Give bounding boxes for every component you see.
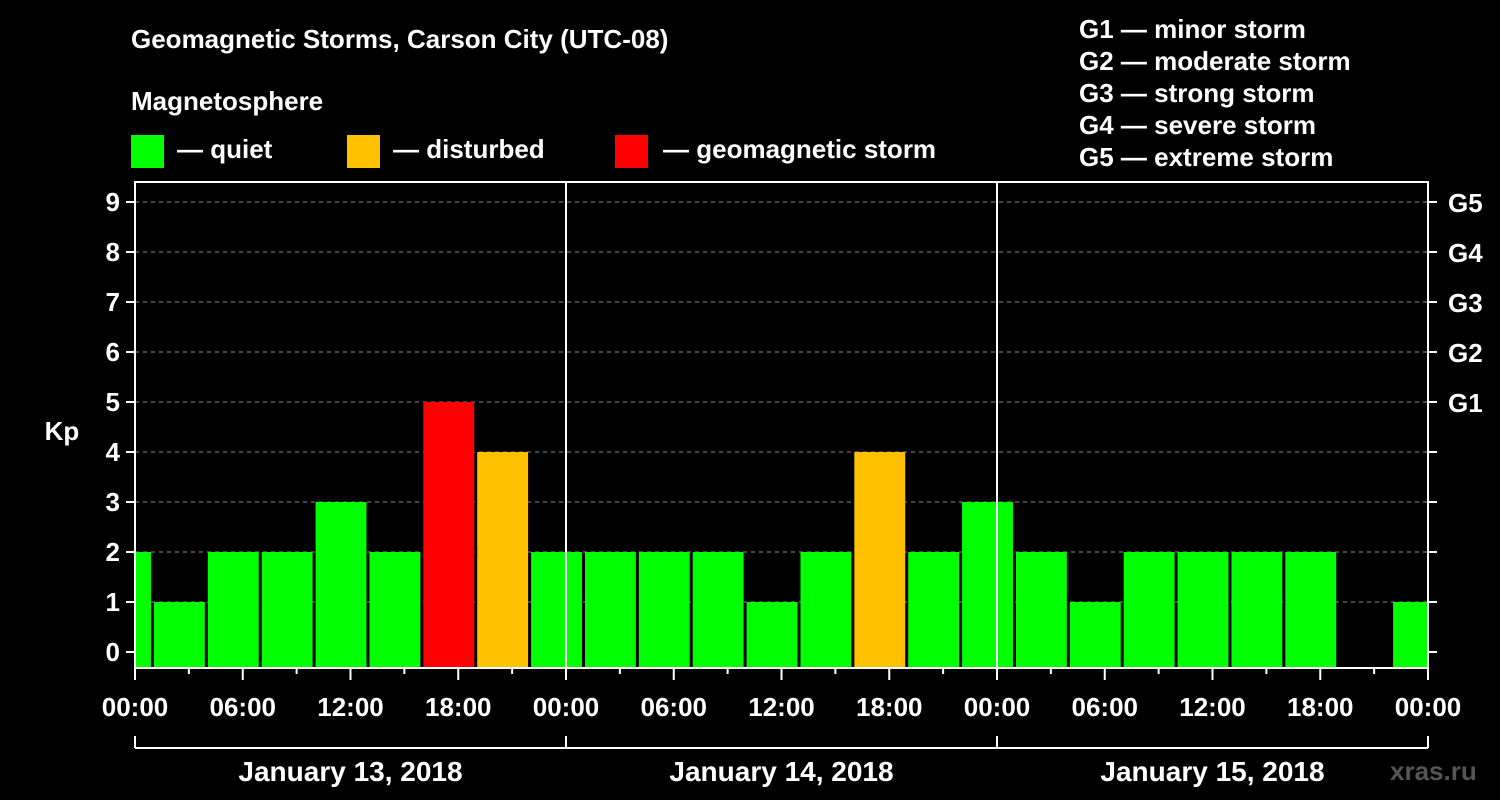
legend-label-disturbed: — disturbed [393,134,545,164]
y-tick-label: 1 [106,587,120,617]
kp-bar-quiet [153,602,205,668]
g-scale-g1: G1 — minor storm [1079,14,1306,44]
g-level-label: G3 [1448,288,1483,318]
y-tick-label: 0 [106,637,120,667]
chart-title: Geomagnetic Storms, Carson City (UTC-08) [131,24,669,54]
kp-bar-quiet [692,552,744,668]
legend-swatch-quiet [131,135,164,168]
x-tick-label: 06:00 [210,692,277,722]
kp-bar-quiet [315,502,367,668]
watermark: xras.ru [1390,756,1477,786]
kp-bar-quiet [1015,552,1067,668]
g-scale-g2: G2 — moderate storm [1079,46,1351,76]
x-tick-label: 00:00 [964,692,1031,722]
kp-bar-quiet [1123,552,1175,668]
kp-bar-quiet [369,552,421,668]
kp-bar-quiet [1177,552,1229,668]
legend-swatch-storm [615,135,648,168]
y-tick-label: 8 [106,237,120,267]
x-tick-label: 12:00 [748,692,815,722]
day-label: January 14, 2018 [669,756,893,787]
kp-bar-quiet [1069,602,1121,668]
g-level-label: G5 [1448,188,1483,218]
x-tick-label: 06:00 [1072,692,1139,722]
legend-label-quiet: — quiet [177,134,273,164]
kp-bar-quiet [908,552,960,668]
y-tick-label: 9 [106,187,120,217]
kp-bar-quiet [1231,552,1283,668]
x-tick-label: 00:00 [1395,692,1462,722]
g-scale-g3: G3 — strong storm [1079,78,1315,108]
g-level-label: G1 [1448,388,1483,418]
kp-bar-quiet [1393,602,1428,668]
y-axis-title: Kp [45,416,80,446]
g-level-label: G2 [1448,338,1483,368]
day-label: January 15, 2018 [1100,756,1324,787]
y-tick-label: 3 [106,487,120,517]
kp-bar-quiet [746,602,798,668]
g-scale-g5: G5 — extreme storm [1079,142,1334,172]
kp-bar-quiet [800,552,852,668]
kp-bar-storm [423,402,475,668]
x-tick-label: 18:00 [425,692,492,722]
kp-bar-quiet [962,502,1013,668]
legend-title: Magnetosphere [131,86,324,116]
g-level-label: G4 [1448,238,1483,268]
y-tick-label: 4 [106,437,121,467]
y-tick-label: 6 [106,337,120,367]
x-tick-label: 12:00 [317,692,384,722]
x-tick-label: 00:00 [533,692,600,722]
kp-bar-quiet [261,552,313,668]
x-tick-label: 06:00 [641,692,708,722]
kp-bar-quiet [584,552,636,668]
kp-bar-quiet [207,552,259,668]
legend-swatch-disturbed [347,135,380,168]
y-tick-label: 7 [106,287,120,317]
y-tick-label: 5 [106,387,120,417]
kp-bar-disturbed [477,452,529,668]
kp-bar-quiet [1285,552,1337,668]
kp-bar-disturbed [854,452,906,668]
x-tick-label: 12:00 [1179,692,1246,722]
day-label: January 13, 2018 [238,756,462,787]
kp-bar-quiet [135,552,151,668]
x-tick-label: 00:00 [102,692,169,722]
x-tick-label: 18:00 [1287,692,1354,722]
legend-label-storm: — geomagnetic storm [663,134,937,164]
kp-bar-quiet [638,552,690,668]
kp-bar-quiet [531,552,582,668]
g-scale-g4: G4 — severe storm [1079,110,1317,140]
y-tick-label: 2 [106,537,120,567]
x-tick-label: 18:00 [856,692,923,722]
